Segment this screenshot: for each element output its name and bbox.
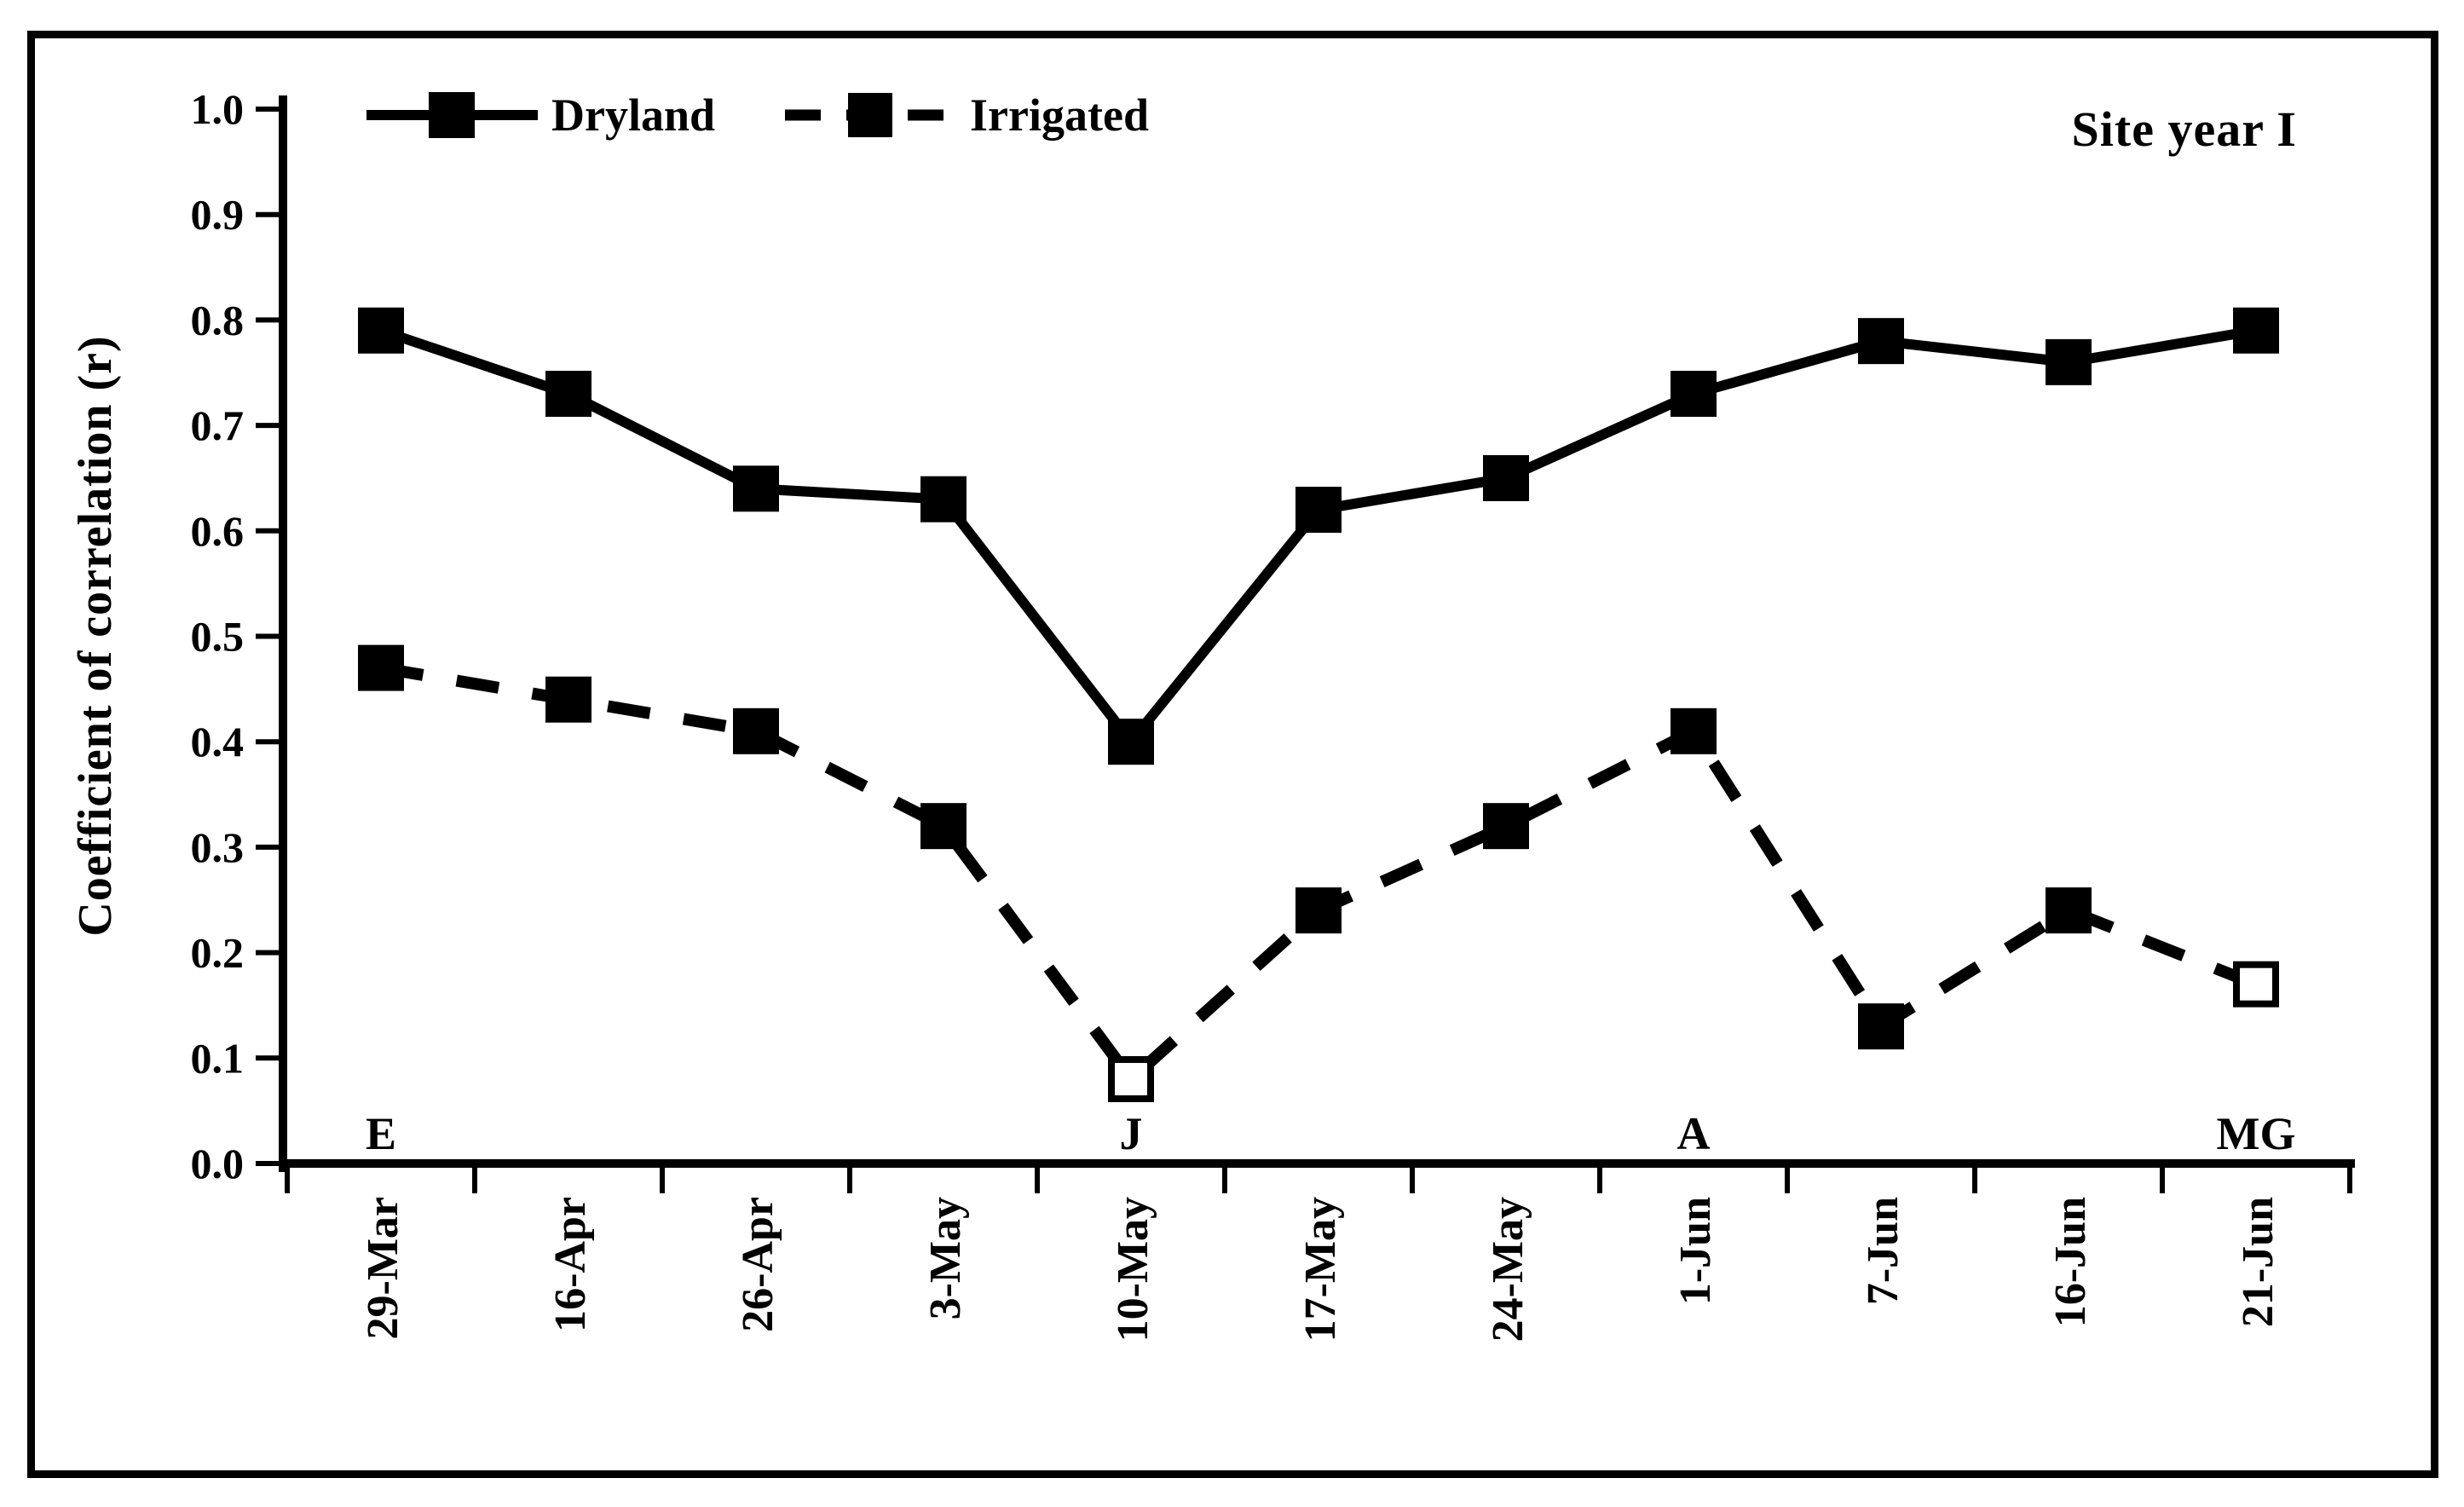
- legend: Dryland Irrigated: [365, 85, 1149, 145]
- legend-label-dryland: Dryland: [551, 89, 716, 141]
- dashed-line-square-marker-icon: [785, 93, 957, 137]
- y-tick-label: 0.6: [191, 507, 245, 555]
- x-tick-label: 16-Apr: [546, 1197, 595, 1332]
- y-tick-label: 0.8: [191, 296, 245, 344]
- open-data-point-marker: [1108, 1056, 1154, 1103]
- data-point-marker: [2046, 887, 2092, 934]
- data-point-marker: [733, 707, 779, 754]
- growth-stage-annotation: J: [1120, 1108, 1143, 1159]
- chart-title: Site year I: [2071, 101, 2297, 157]
- data-point-marker: [358, 307, 404, 354]
- data-point-marker: [545, 676, 591, 723]
- data-point-marker: [1858, 1003, 1904, 1050]
- solid-line-square-marker-icon: [366, 92, 538, 138]
- y-tick-label: 0.3: [191, 823, 245, 871]
- series-line-irrigated: [379, 661, 2259, 1088]
- growth-stage-annotation: A: [1677, 1108, 1711, 1159]
- x-tick-label: 10-May: [1109, 1197, 1157, 1342]
- data-point-marker: [1671, 707, 1717, 754]
- x-axis-line: [279, 1159, 2355, 1168]
- y-tick-label: 0.9: [191, 191, 245, 239]
- y-tick-label: 0.0: [191, 1140, 245, 1187]
- data-point-marker: [1295, 487, 1342, 534]
- data-point-marker: [920, 803, 967, 850]
- legend-item-dryland: Dryland: [365, 85, 715, 145]
- y-tick-label: 1.0: [191, 85, 245, 133]
- x-tick-label: 29-Mar: [359, 1197, 407, 1339]
- data-point-marker: [1671, 370, 1717, 417]
- legend-label-irrigated: Irrigated: [970, 89, 1149, 141]
- legend-item-irrigated: Irrigated: [783, 85, 1149, 145]
- data-point-marker: [1295, 887, 1342, 934]
- x-tick-label: 1-Jun: [1671, 1197, 1720, 1305]
- y-tick-label: 0.7: [191, 401, 245, 449]
- open-data-point-marker: [2233, 961, 2279, 1008]
- x-tick-label: 24-May: [1484, 1197, 1532, 1342]
- y-tick-label: 0.4: [191, 718, 245, 765]
- series-line-dryland: [379, 325, 2257, 750]
- y-tick-label: 0.1: [191, 1034, 245, 1082]
- x-tick-label: 17-May: [1296, 1197, 1345, 1342]
- data-point-marker: [358, 644, 404, 691]
- data-point-marker: [545, 370, 591, 417]
- data-point-marker: [1483, 803, 1529, 850]
- chart-frame: [27, 31, 2438, 1478]
- x-tick-label: 16-Jun: [2046, 1197, 2095, 1327]
- data-point-marker: [1483, 454, 1529, 501]
- x-tick-label: 26-Apr: [734, 1197, 782, 1332]
- x-tick-label: 3-May: [921, 1197, 970, 1319]
- data-point-marker: [920, 476, 967, 523]
- growth-stage-annotation: MG: [2217, 1108, 2296, 1159]
- x-tick-label: 21-Jun: [2234, 1197, 2282, 1327]
- y-tick-label: 0.2: [191, 929, 245, 977]
- growth-stage-annotation: E: [366, 1108, 396, 1159]
- data-point-marker: [733, 465, 779, 512]
- y-axis-title: Coefficient of correlation (r): [69, 335, 122, 937]
- x-tick-label: 7-Jun: [1859, 1197, 1907, 1305]
- data-point-marker: [2233, 307, 2279, 354]
- data-point-marker: [2046, 338, 2092, 385]
- y-tick-label: 0.5: [191, 613, 245, 661]
- data-point-marker: [1858, 318, 1904, 365]
- data-point-marker: [1108, 719, 1154, 765]
